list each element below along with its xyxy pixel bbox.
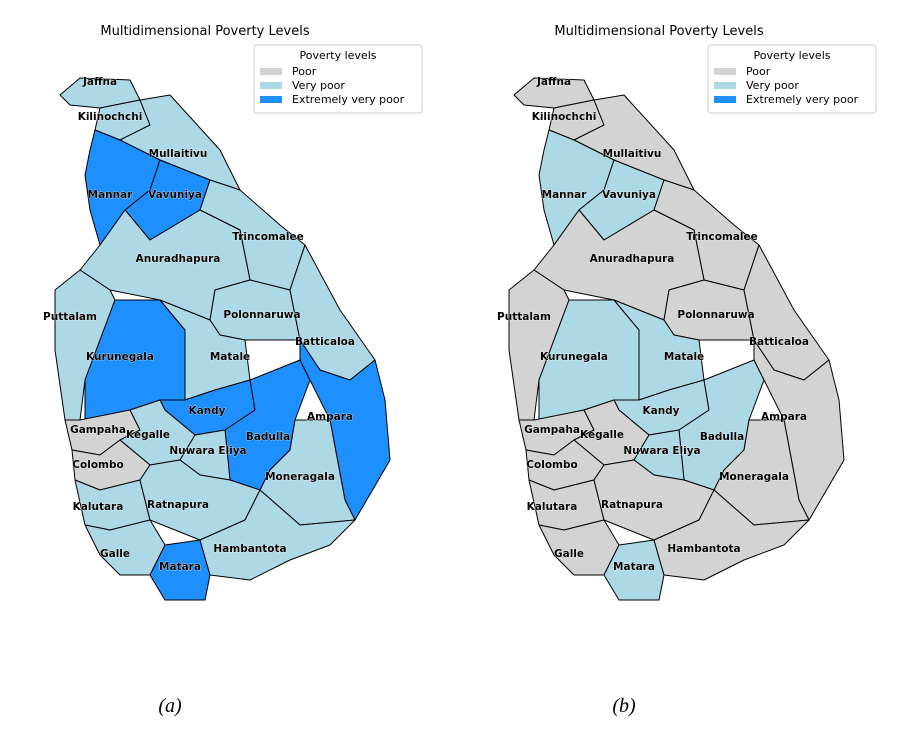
legend-swatch <box>714 96 736 103</box>
district-label: Vavuniya <box>602 189 656 201</box>
district-label: Trincomalee <box>686 231 758 243</box>
legend-label: Poor <box>746 65 771 78</box>
district <box>593 459 715 541</box>
district-label: Kandy <box>188 405 225 417</box>
district-label: Nuwara Eliya <box>623 445 700 457</box>
district-label: Kegalle <box>580 429 624 441</box>
legend-label: Extremely very poor <box>746 93 859 106</box>
district-label: Badulla <box>700 431 744 443</box>
district-label: Galle <box>554 548 584 560</box>
district-label: Kandy <box>642 405 679 417</box>
district-label: Jaffna <box>82 76 117 88</box>
district-label: Kilinochchi <box>532 111 597 123</box>
legend-title: Poverty levels <box>754 49 831 62</box>
map-panel: Multidimensional Poverty Levels Jaffna Kil… <box>497 24 877 717</box>
district-label: Ratnapura <box>601 499 663 511</box>
district-label: Puttalam <box>43 311 97 323</box>
district-label: Ampara <box>761 411 807 423</box>
district <box>54 269 116 421</box>
district-label: Mannar <box>88 189 134 201</box>
legend-box <box>253 44 423 114</box>
district-label: Anuradhapura <box>136 253 221 265</box>
district-label: Batticaloa <box>295 336 355 348</box>
legend-swatch <box>714 68 736 75</box>
district-label: Gampaha <box>70 424 126 436</box>
map-title: Multidimensional Poverty Levels <box>100 24 309 39</box>
district <box>753 339 845 521</box>
legend-label: Extremely very poor <box>292 93 405 106</box>
district-label: Kegalle <box>126 429 170 441</box>
district-label: Mannar <box>542 189 588 201</box>
district-label: Matale <box>664 351 704 363</box>
district <box>139 459 261 541</box>
district-label: Colombo <box>526 459 577 471</box>
legend-label: Poor <box>292 65 317 78</box>
district-label: Colombo <box>72 459 123 471</box>
legend-label: Very poor <box>746 79 799 92</box>
district-label: Gampaha <box>524 424 580 436</box>
district-label: Kilinochchi <box>78 111 143 123</box>
district-label: Kalutara <box>527 501 578 513</box>
legend-title: Poverty levels <box>300 49 377 62</box>
legend-swatch <box>260 82 282 89</box>
district-label: Matara <box>613 561 655 573</box>
legend-label: Very poor <box>292 79 345 92</box>
district-label: Kurunegala <box>86 351 154 363</box>
caption: (a) <box>158 695 182 717</box>
district-label: Vavuniya <box>148 189 202 201</box>
caption: (b) <box>612 695 636 717</box>
district-label: Kurunegala <box>540 351 608 363</box>
district-label: Moneragala <box>265 471 335 483</box>
district-label: Puttalam <box>497 311 551 323</box>
district-label: Ampara <box>307 411 353 423</box>
district-label: Kalutara <box>73 501 124 513</box>
district-label: Moneragala <box>719 471 789 483</box>
legend-box <box>707 44 877 114</box>
district-label: Hambantota <box>213 543 286 555</box>
legend-swatch <box>260 68 282 75</box>
district-label: Mullaitivu <box>149 148 208 160</box>
district-label: Mullaitivu <box>603 148 662 160</box>
district-label: Trincomalee <box>232 231 304 243</box>
district-label: Polonnaruwa <box>223 309 300 321</box>
map-title: Multidimensional Poverty Levels <box>554 24 763 39</box>
legend-swatch <box>714 82 736 89</box>
district-label: Nuwara Eliya <box>169 445 246 457</box>
district <box>199 489 356 581</box>
legend-swatch <box>260 96 282 103</box>
district-label: Matale <box>210 351 250 363</box>
district-label: Batticaloa <box>749 336 809 348</box>
district-label: Galle <box>100 548 130 560</box>
district-label: Anuradhapura <box>590 253 675 265</box>
district-label: Badulla <box>246 431 290 443</box>
district-label: Jaffna <box>536 76 571 88</box>
district-label: Polonnaruwa <box>677 309 754 321</box>
district <box>508 269 570 421</box>
district <box>653 489 810 581</box>
district-label: Ratnapura <box>147 499 209 511</box>
map-panel: Multidimensional Poverty Levels Jaffna Kil… <box>43 24 423 717</box>
district-label: Matara <box>159 561 201 573</box>
district <box>299 339 391 521</box>
district-label: Hambantota <box>667 543 740 555</box>
